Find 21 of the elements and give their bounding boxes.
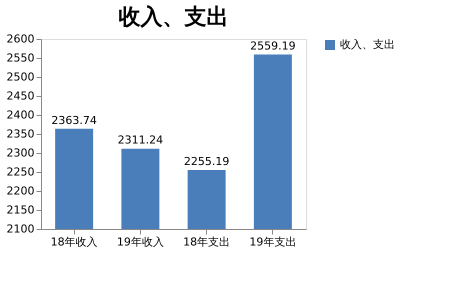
data-label: 2559.19 [250,40,296,53]
y-tick-label: 2400 [6,108,34,122]
y-tick-label: 2350 [6,128,34,140]
y-tick-label: 2150 [6,204,34,216]
y-tick-label: 2250 [6,166,34,178]
x-tick-label: 18年支出 [183,236,230,248]
chart-title: 收入、支出 [118,5,228,30]
data-label: 2363.74 [51,114,97,127]
y-tick-label: 2100 [6,222,34,236]
data-label: 2255.19 [184,155,230,168]
y-tick-label: 2450 [6,90,34,102]
data-label: 2311.24 [118,134,164,147]
y-tick-label: 2600 [6,32,34,46]
x-tick-label: 19年收入 [116,236,164,248]
x-tick-label: 19年支出 [249,236,296,248]
y-tick-label: 2550 [6,52,34,64]
y-tick-label: 2300 [6,146,34,160]
x-tick-label: 18年收入 [50,236,98,248]
y-tick-label: 2500 [6,70,34,84]
y-tick-label: 2200 [6,184,34,198]
legend-label: 收入、支出 [340,38,395,51]
